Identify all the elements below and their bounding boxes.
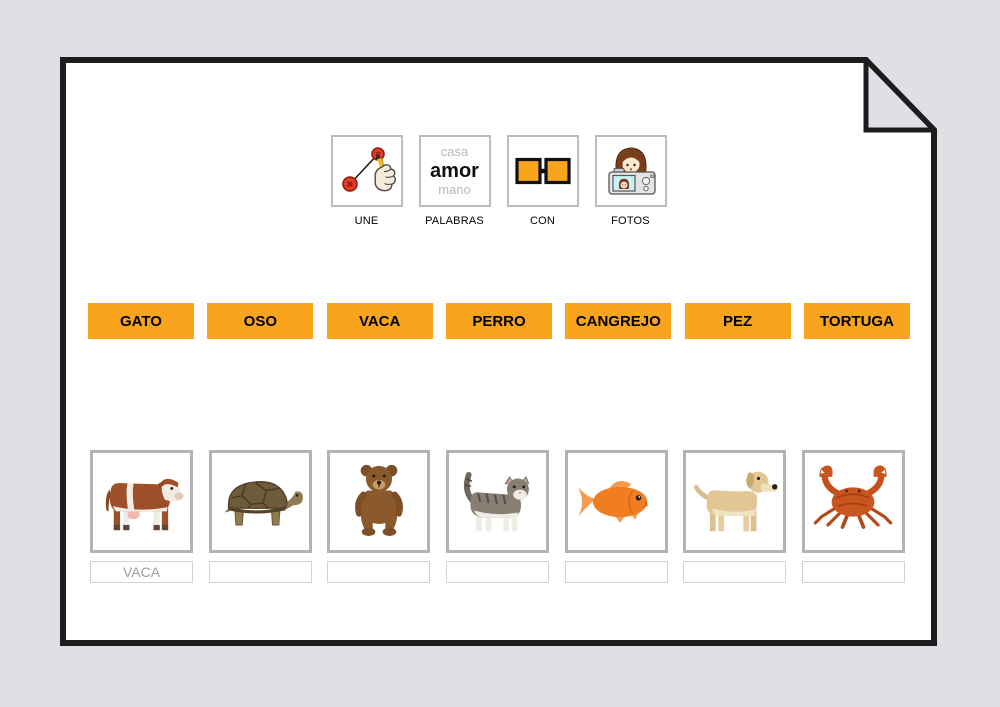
answer-input-goldfish[interactable]: [564, 561, 668, 583]
answer-input-cat[interactable]: [445, 561, 549, 583]
word-cangrejo[interactable]: CANGREJO: [565, 303, 672, 339]
word-gato[interactable]: GATO: [88, 303, 194, 339]
linked-squares-icon: [506, 135, 579, 207]
card-tortoise: [208, 450, 312, 583]
instruction-une: UNE: [330, 135, 403, 227]
tortoise-photo[interactable]: [208, 450, 312, 553]
card-crab: [801, 450, 905, 583]
instruction-palabras: casa amor mano PALABRAS: [418, 135, 491, 227]
instruction-label-palabras: PALABRAS: [425, 215, 484, 227]
connect-dots-hand-pencil-icon: [330, 135, 403, 207]
instruction-con: CON: [506, 135, 579, 227]
card-bear: [327, 450, 431, 583]
sample-word-casa: casa: [440, 143, 469, 159]
answer-input-cow[interactable]: [90, 561, 193, 583]
instruction-row: UNE casa amor mano PALABRAS: [60, 135, 937, 227]
worksheet-paper: UNE casa amor mano PALABRAS: [60, 57, 937, 646]
card-cow: [90, 450, 193, 583]
word-pez[interactable]: PEZ: [684, 303, 791, 339]
card-goldfish: [564, 450, 668, 583]
goldfish-photo[interactable]: [564, 450, 668, 553]
photo-cards: [90, 450, 905, 583]
word-bank: GATO OSO VACA PERRO CANGREJO PEZ TORTUGA: [88, 303, 910, 339]
word-oso[interactable]: OSO: [207, 303, 314, 339]
bear-photo[interactable]: [327, 450, 431, 553]
card-cat: [445, 450, 549, 583]
word-perro[interactable]: PERRO: [445, 303, 552, 339]
word-vaca[interactable]: VACA: [326, 303, 433, 339]
answer-input-crab[interactable]: [801, 561, 905, 583]
crab-photo[interactable]: [801, 450, 905, 553]
instruction-label-fotos: FOTOS: [611, 215, 650, 227]
answer-input-tortoise[interactable]: [208, 561, 312, 583]
answer-input-bear[interactable]: [327, 561, 431, 583]
instruction-label-con: CON: [529, 215, 556, 227]
cat-photo[interactable]: [445, 450, 549, 553]
instruction-fotos: FOTOS: [594, 135, 667, 227]
sample-word-amor: amor: [430, 159, 479, 182]
sample-word-mano: mano: [438, 181, 471, 197]
card-dog: [683, 450, 787, 583]
instruction-label-une: UNE: [354, 215, 379, 227]
word-tortuga[interactable]: TORTUGA: [803, 303, 910, 339]
dog-photo[interactable]: [683, 450, 787, 553]
word-list-icon: casa amor mano: [418, 135, 491, 207]
cow-photo[interactable]: [90, 450, 193, 553]
answer-input-dog[interactable]: [683, 561, 787, 583]
girl-with-camera-icon: [594, 135, 667, 207]
